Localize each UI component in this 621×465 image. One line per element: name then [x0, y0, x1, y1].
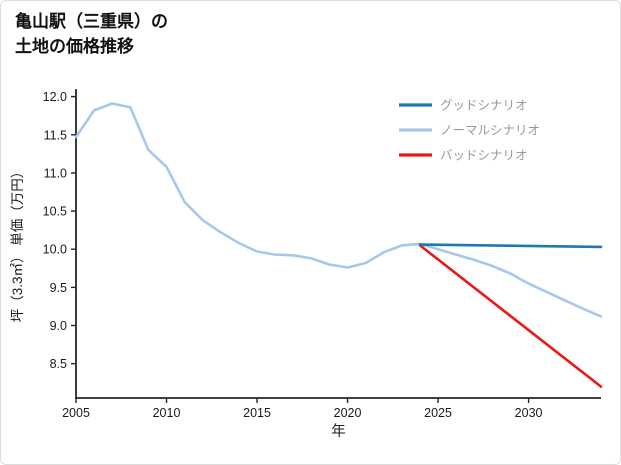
chart-title-line2: 土地の価格推移 [15, 36, 134, 56]
y-tick-label: 8.5 [50, 357, 67, 371]
y-tick-label: 11.5 [44, 128, 67, 142]
chart-title: 亀山駅（三重県）の 土地の価格推移 [15, 10, 168, 59]
series-line-グッドシナリオ [418, 243, 603, 249]
x-tick-label: 2010 [153, 406, 181, 420]
legend-label: バッドシナリオ [440, 149, 528, 163]
x-tick-label: 2025 [424, 406, 452, 420]
x-axis-label: 年 [331, 423, 346, 440]
series-line-バッドシナリオ [418, 244, 603, 388]
legend-item-グッドシナリオ: グッドシナリオ [399, 99, 528, 113]
y-tick-label: 11.0 [44, 166, 67, 180]
x-tick-label: 2030 [515, 406, 543, 420]
series-line-ノーマルシナリオ [74, 102, 603, 318]
y-tick-label: 9.0 [50, 319, 67, 333]
legend-item-バッドシナリオ: バッドシナリオ [399, 149, 528, 163]
chart-title-line1: 亀山駅（三重県）の [15, 12, 168, 31]
y-tick-label: 10.5 [43, 205, 67, 219]
x-tick-label: 2005 [62, 406, 90, 420]
x-tick-label: 2020 [334, 406, 362, 420]
y-tick-label: 12.0 [43, 90, 67, 104]
y-axis-label: 坪（3.3㎡） 単価（万円） [10, 165, 25, 323]
y-tick-label: 10.0 [43, 243, 67, 257]
legend-item-ノーマルシナリオ: ノーマルシナリオ [399, 124, 540, 138]
legend-label: グッドシナリオ [440, 99, 528, 113]
x-tick-label: 2015 [243, 406, 271, 420]
legend-label: ノーマルシナリオ [440, 124, 540, 138]
y-tick-label: 9.5 [50, 281, 67, 295]
